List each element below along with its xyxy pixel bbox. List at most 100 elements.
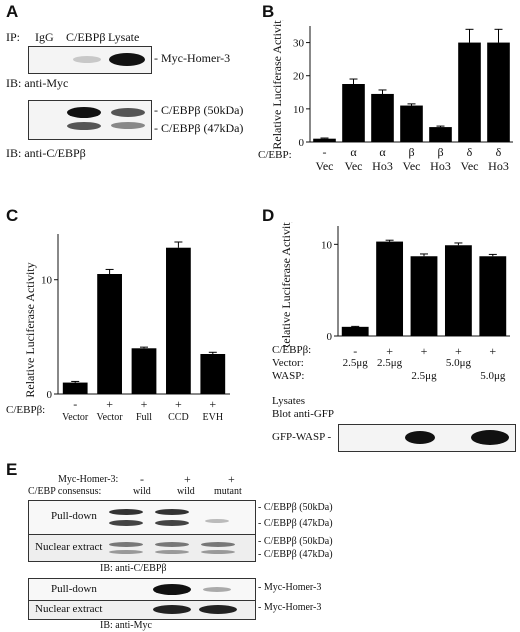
lane-sign-2: + (184, 472, 191, 486)
blot-a-myc (28, 46, 152, 74)
blot-row-label: Nuclear extract (35, 541, 103, 553)
blot-e-nuclear-1: Nuclear extract (28, 534, 256, 562)
chart-d-cebp-label: + (455, 344, 462, 358)
lane-sign-1: - (140, 472, 144, 486)
band (67, 107, 101, 118)
blot-anti-gfp-label: Blot anti-GFP (272, 408, 335, 420)
ib-anti-cebpb-e: IB: anti-C/EBPβ (100, 563, 167, 574)
x-category-top: δ (496, 145, 502, 159)
x-category-bottom: Ho3 (488, 159, 509, 173)
ib-anti-cebpb-a: IB: anti-C/EBPβ (6, 146, 86, 160)
panel-b-label: B (262, 2, 275, 21)
chart-d: Relative Luciferase Activity 0 10 (279, 222, 510, 347)
x-category-bottom: Ho3 (430, 159, 451, 173)
blot-d-gfp (338, 424, 516, 452)
blot-a-cebpb-47-label: - C/EBPβ (47kDa) (154, 121, 244, 135)
bar (371, 93, 394, 142)
lysates-label: Lysates (272, 395, 305, 407)
x-category-bottom: EVH (203, 412, 224, 422)
x-category-top: α (350, 145, 357, 159)
y-tick-label: 0 (299, 137, 305, 149)
x-category-bottom: Vector (97, 412, 124, 422)
chart-b-row-header: C/EBP: (258, 149, 292, 161)
x-category-bottom: Vec (461, 159, 479, 173)
band (153, 605, 191, 614)
band (67, 122, 101, 130)
ib-anti-myc-e: IB: anti-Myc (100, 620, 152, 631)
lane-type-2: wild (177, 486, 195, 497)
lane-sign-3: + (228, 472, 235, 486)
y-tick-label: 0 (47, 389, 53, 401)
band (201, 550, 235, 554)
chart-d-wasp-label: 5.0μg (480, 370, 506, 382)
chart-d-ylabel: Relative Luciferase Activity (279, 222, 293, 347)
panel-e-label: E (6, 460, 18, 479)
pulldown1-47-label: - C/EBPβ (47kDa) (258, 518, 333, 529)
bar (376, 241, 404, 336)
band (471, 430, 509, 445)
bar (444, 245, 472, 336)
x-category-top: + (175, 397, 182, 411)
x-category-top: + (209, 397, 216, 411)
band (109, 53, 145, 66)
bar (410, 256, 438, 336)
chart-d-vector-label: 2.5μg (342, 357, 368, 369)
x-category-bottom: Ho3 (372, 159, 393, 173)
lane-type-1: wild (133, 486, 151, 497)
x-category-bottom: Vec (403, 159, 421, 173)
band (155, 520, 189, 526)
bar (131, 348, 157, 394)
header-cebp-consensus: C/EBP consensus: (28, 486, 102, 497)
chart-d-vector-label: 5.0μg (445, 357, 471, 369)
y-tick-label: 10 (41, 275, 53, 287)
bar (479, 256, 507, 336)
pulldown1-50-label: - C/EBPβ (50kDa) (258, 502, 333, 513)
panel-d-label: D (262, 206, 275, 225)
band (109, 550, 143, 554)
bar (200, 354, 226, 394)
x-category-top: - (73, 397, 77, 411)
band (205, 519, 229, 523)
band (73, 56, 101, 63)
x-category-top: β (408, 145, 414, 159)
band (109, 520, 143, 526)
chart-d-row-vector: Vector: (272, 357, 304, 369)
lane-label-igg: IgG (35, 30, 54, 44)
band (155, 509, 189, 515)
blot-a-cebpb (28, 100, 152, 140)
x-category-top: + (106, 397, 113, 411)
bar (342, 84, 365, 142)
y-tick-label: 30 (293, 38, 305, 50)
lane-label-lysate: Lysate (108, 30, 140, 44)
bar (166, 247, 191, 394)
band (153, 584, 191, 595)
bar (458, 42, 481, 142)
blot-row-label: Pull-down (51, 510, 97, 522)
pulldown2-label: - Myc-Homer-3 (258, 582, 322, 593)
nuclear1-47-label: - C/EBPβ (47kDa) (258, 549, 333, 560)
band (201, 542, 235, 547)
chart-d-wasp-label: 2.5μg (411, 370, 437, 382)
chart-d-vector-label: 2.5μg (377, 357, 403, 369)
chart-d-row-cebpb: C/EBPβ: (272, 344, 312, 356)
x-category-top: α (379, 145, 386, 159)
x-category-bottom: Vector (62, 412, 89, 422)
blot-e-pulldown-1: Pull-down (28, 500, 256, 536)
blot-e-pulldown-2: Pull-down (28, 578, 256, 602)
chart-d-cebp-label: + (489, 344, 497, 358)
bar (97, 274, 122, 394)
band (199, 605, 237, 614)
x-category-top: - (323, 145, 327, 159)
x-category-bottom: Vec (316, 159, 334, 173)
chart-d-cebp-label: - (353, 344, 358, 358)
blot-row-label: Pull-down (51, 583, 97, 595)
y-tick-label: 0 (327, 331, 333, 343)
bar (400, 105, 423, 142)
chart-c-row-header: C/EBPβ: (6, 404, 46, 416)
blot-a-myc-label: - Myc-Homer-3 (154, 51, 231, 65)
band (405, 431, 435, 444)
band (109, 542, 143, 547)
bar (313, 138, 336, 142)
x-category-bottom: Full (136, 412, 152, 422)
bar (62, 382, 88, 394)
